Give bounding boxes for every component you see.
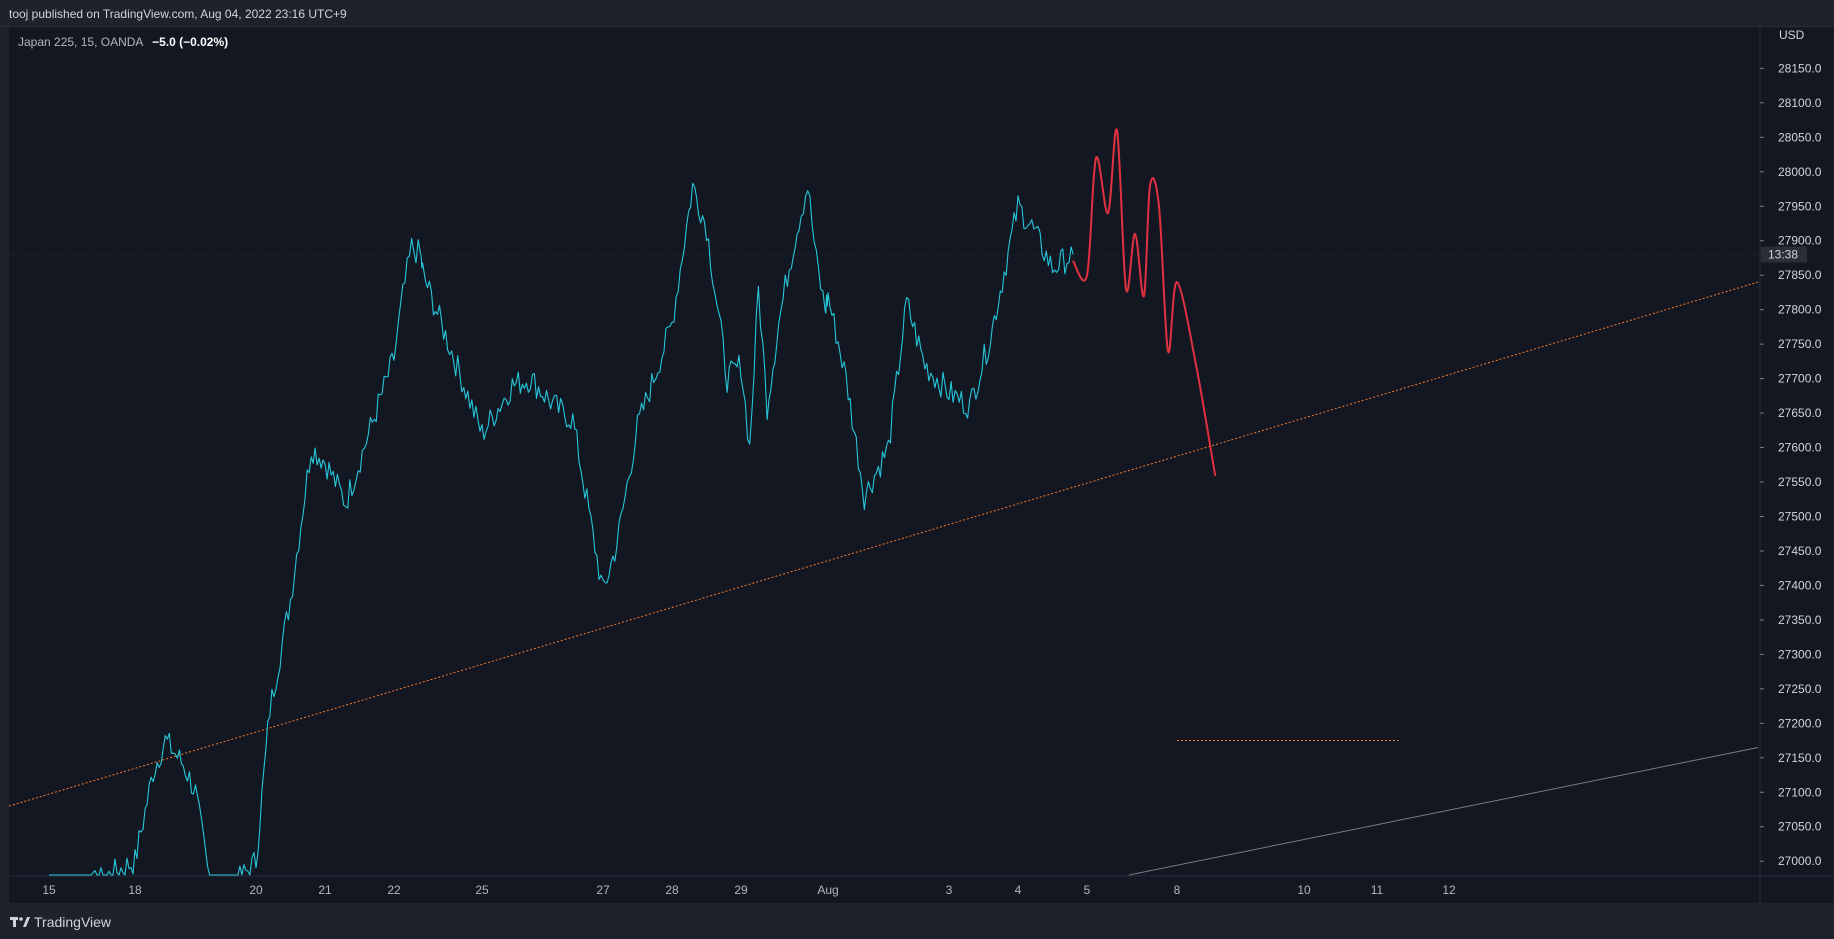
x-tick-label: 4: [1015, 883, 1022, 897]
y-tick-label: 28100.0: [1778, 96, 1822, 110]
support-line[interactable]: [1128, 746, 1759, 876]
y-tick-label: 27950.0: [1778, 199, 1822, 213]
x-tick-label: 20: [249, 883, 263, 897]
tradingview-brand[interactable]: TradingView: [10, 914, 111, 930]
change-value: −5.0 (−0.02%): [152, 35, 229, 49]
y-tick-label: 27600.0: [1778, 441, 1822, 455]
x-tick-label: 12: [1442, 883, 1456, 897]
x-tick-label: 10: [1297, 883, 1311, 897]
x-tick-label: 22: [387, 883, 401, 897]
symbol-label: Japan 225, 15, OANDA: [18, 35, 143, 49]
y-tick-label: 27300.0: [1778, 647, 1822, 661]
price-chart[interactable]: USD 27000.0 27050.0 27100.0 27150.0 27200.0 27…: [9, 27, 1833, 903]
price-axis[interactable]: [1760, 27, 1833, 903]
y-tick-label: 28050.0: [1778, 130, 1822, 144]
y-tick-label: 27200.0: [1778, 716, 1822, 730]
y-tick-label: 28150.0: [1778, 61, 1822, 75]
y-tick-label: 27850.0: [1778, 268, 1822, 282]
y-tick-label: 27000.0: [1778, 854, 1822, 868]
x-tick-label: 28: [665, 883, 679, 897]
published-info: tooj published on TradingView.com, Aug 0…: [9, 7, 347, 21]
x-tick-label: 3: [946, 883, 953, 897]
x-tick-label: 15: [42, 883, 56, 897]
x-tick-label: Aug: [817, 883, 838, 897]
x-tick-label: 21: [318, 883, 332, 897]
y-tick-label: 27400.0: [1778, 578, 1822, 592]
top-bar: tooj published on TradingView.com, Aug 0…: [0, 0, 1834, 27]
projection-path[interactable]: [1072, 128, 1217, 477]
tradingview-logo-icon: [10, 915, 30, 929]
current-time-badge: [1761, 246, 1807, 263]
current-time-label: 13:38: [1768, 248, 1798, 262]
x-tick-label: 29: [734, 883, 748, 897]
x-tick-label: 8: [1174, 883, 1181, 897]
y-tick-label: 27750.0: [1778, 337, 1822, 351]
symbol-legend[interactable]: Japan 225, 15, OANDA −5.0 (−0.02%): [18, 35, 228, 49]
footer-bar: TradingView: [0, 904, 1834, 939]
x-tick-label: 25: [475, 883, 489, 897]
y-tick-label: 27500.0: [1778, 509, 1822, 523]
y-tick-label: 27050.0: [1778, 820, 1822, 834]
brand-label: TradingView: [34, 914, 112, 930]
currency-label: USD: [1779, 28, 1805, 42]
x-tick-label: 27: [596, 883, 610, 897]
y-tick-label: 27900.0: [1778, 234, 1822, 248]
x-tick-label: 11: [1371, 883, 1384, 897]
trendline[interactable]: [9, 281, 1759, 807]
x-tick-label: 18: [128, 883, 142, 897]
chart-area[interactable]: USD 27000.0 27050.0 27100.0 27150.0 27200.0 27…: [9, 27, 1833, 903]
y-tick-label: 27350.0: [1778, 613, 1822, 627]
price-series-line[interactable]: [49, 182, 1074, 876]
y-tick-label: 27250.0: [1778, 682, 1822, 696]
y-tick-label: 27550.0: [1778, 475, 1822, 489]
y-tick-label: 28000.0: [1778, 165, 1822, 179]
y-tick-label: 27700.0: [1778, 372, 1822, 386]
y-tick-label: 27650.0: [1778, 406, 1822, 420]
y-tick-label: 27450.0: [1778, 544, 1822, 558]
x-tick-label: 5: [1084, 883, 1091, 897]
y-tick-label: 27800.0: [1778, 303, 1822, 317]
y-tick-label: 27150.0: [1778, 751, 1822, 765]
y-tick-label: 27100.0: [1778, 785, 1822, 799]
